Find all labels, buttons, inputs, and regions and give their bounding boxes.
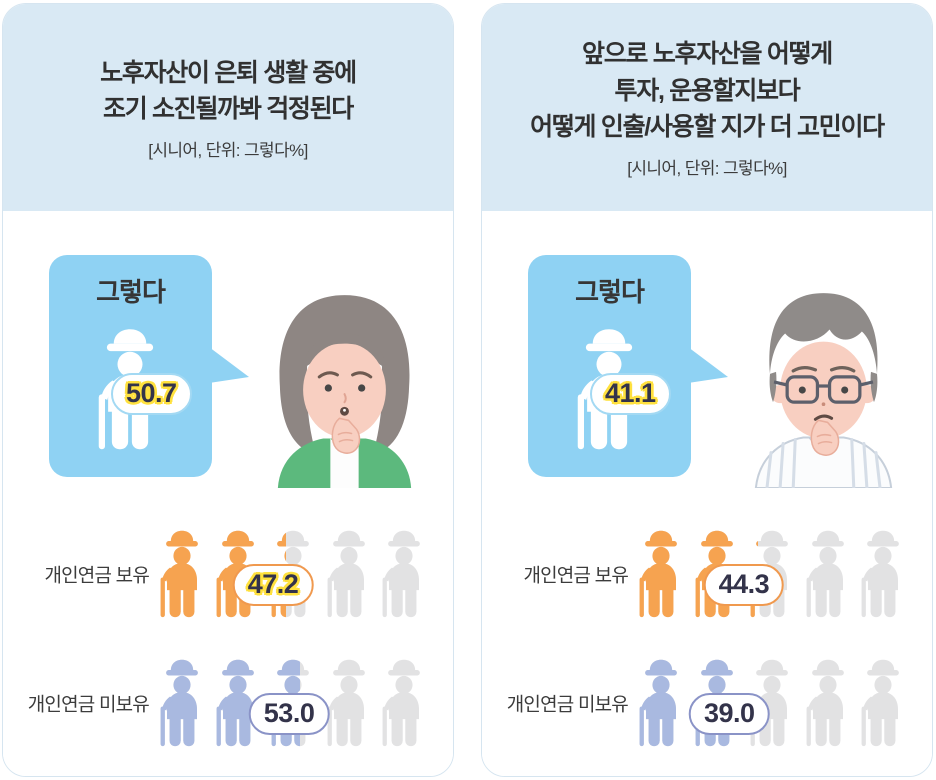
panel-title-line: 어떻게 인출/사용할 지가 더 고민이다 — [530, 113, 885, 142]
row-label: 개인연금 보유 — [44, 565, 149, 587]
senior-pictogram-icon — [325, 657, 373, 747]
panel-title-line: 앞으로 노후자산을 어떻게 — [582, 40, 833, 69]
panel-withdrawal-concern: 앞으로 노후자산을 어떻게 투자, 운용할지보다 어떻게 인출/사용할 지가 더… — [481, 3, 933, 777]
speech-bubble: 그렇다 50.7 — [49, 255, 249, 477]
senior-pictogram-icon — [325, 528, 373, 618]
senior-pictogram-icon — [637, 528, 685, 618]
senior-pictogram-icon — [158, 528, 206, 618]
row-label: 개인연금 미보유 — [506, 694, 629, 716]
senior-pictogram-icon — [859, 657, 907, 747]
senior-pictogram-icon — [380, 528, 428, 618]
senior-pictogram-icon — [804, 528, 852, 618]
worried-senior-woman-illustration — [241, 281, 448, 488]
panel-body: 그렇다 41.1 — [482, 211, 932, 776]
speech-bubble-label: 그렇다 — [96, 277, 166, 307]
pension-non-holder-row: 개인연금 미보유 53.0 — [3, 657, 453, 749]
panel-header: 노후자산이 은퇴 생활 중에 조기 소진될까봐 걱정된다 [시니어, 단위: 그… — [3, 4, 453, 211]
panel-title-line: 노후자산이 은퇴 생활 중에 — [100, 58, 357, 87]
worried-senior-man-illustration — [720, 281, 927, 488]
panel-subtitle: [시니어, 단위: 그렇다%] — [148, 140, 308, 160]
speech-bubble-tail — [209, 347, 249, 383]
panel-depletion-worry: 노후자산이 은퇴 생활 중에 조기 소진될까봐 걱정된다 [시니어, 단위: 그… — [2, 3, 454, 777]
panel-title-line: 투자, 운용할지보다 — [614, 76, 801, 105]
pension-non-holder-row: 개인연금 미보유 39.0 — [482, 657, 932, 749]
speech-bubble: 그렇다 41.1 — [528, 255, 728, 477]
pension-holder-row: 개인연금 보유 44.3 — [482, 528, 932, 620]
panel-title-line: 조기 소진될까봐 걱정된다 — [103, 95, 354, 123]
value-badge: 53.0 — [248, 693, 330, 735]
panel-header: 앞으로 노후자산을 어떻게 투자, 운용할지보다 어떻게 인출/사용할 지가 더… — [482, 4, 932, 211]
senior-pictogram-icon — [158, 657, 206, 747]
value-badge: 41.1 — [590, 373, 671, 415]
pension-holder-row: 개인연금 보유 47.2 — [3, 528, 453, 620]
senior-pictogram-icon — [380, 657, 428, 747]
value-badge: 50.7 — [111, 373, 192, 415]
value-badge: 39.0 — [688, 693, 770, 735]
panel-subtitle: [시니어, 단위: 그렇다%] — [627, 158, 787, 178]
panel-body: 그렇다 50.7 — [3, 211, 453, 776]
value-badge: 44.3 — [703, 564, 785, 606]
value-badge: 47.2 — [232, 564, 314, 606]
senior-pictogram-icon — [637, 657, 685, 747]
speech-bubble-tail — [688, 347, 728, 383]
senior-pictogram-icon — [804, 657, 852, 747]
speech-bubble-label: 그렇다 — [575, 277, 645, 307]
senior-pictogram-icon — [859, 528, 907, 618]
row-label: 개인연금 미보유 — [27, 694, 150, 716]
row-label: 개인연금 보유 — [523, 565, 628, 587]
pictogram-icons — [637, 657, 907, 747]
